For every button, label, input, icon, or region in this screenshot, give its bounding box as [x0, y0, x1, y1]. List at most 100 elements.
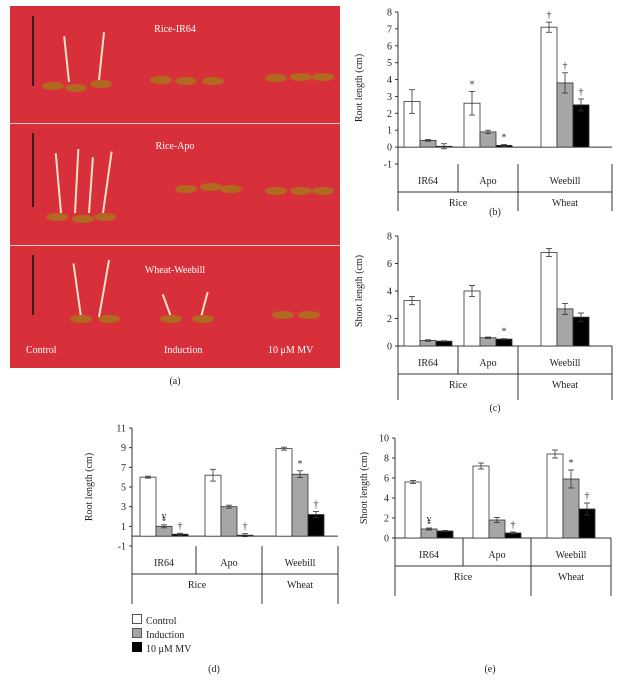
seed	[42, 82, 64, 90]
seed	[298, 311, 320, 319]
y-tick-label: 1	[121, 522, 126, 533]
bar	[275, 448, 293, 537]
seed	[312, 187, 334, 195]
y-tick-label: 8	[387, 8, 392, 19]
legend-item-induction: Induction	[132, 628, 191, 642]
y-tick-label: 4	[387, 287, 392, 298]
seed	[90, 80, 112, 88]
seed	[312, 73, 334, 81]
caption-c: (c)	[489, 403, 501, 414]
y-tick-label: 9	[121, 443, 126, 454]
treatment-label-induction: Induction	[164, 345, 203, 356]
legend-label-induction: Induction	[146, 630, 185, 641]
bar	[546, 453, 564, 539]
legend-swatch-mv	[132, 642, 142, 652]
seed	[175, 77, 197, 85]
legend-swatch-control	[132, 614, 142, 624]
y-tick-label: 1	[387, 126, 392, 137]
shoot	[63, 36, 70, 83]
y-tick-label: -1	[384, 160, 392, 171]
y-tick-label: 7	[387, 24, 392, 35]
bar	[220, 506, 238, 537]
caption-e: (e)	[484, 664, 496, 675]
category-label: Weebill	[556, 550, 587, 561]
y-tick-label: 6	[387, 41, 392, 52]
group-label: Wheat	[558, 572, 584, 583]
seed	[272, 311, 294, 319]
category-label: Weebill	[550, 176, 581, 187]
bar	[472, 465, 490, 539]
shoot	[88, 157, 94, 214]
category-label: Apo	[220, 558, 237, 569]
y-tick-label: 2	[384, 514, 389, 525]
y-axis-label: Shoot length (cm)	[359, 452, 370, 524]
seed	[265, 74, 287, 82]
bar	[479, 131, 497, 148]
bar	[204, 474, 222, 537]
caption-b: (b)	[489, 207, 501, 218]
y-axis-label: Root length (cm)	[354, 54, 365, 122]
category-label: IR64	[418, 358, 438, 369]
y-tick-label: 8	[387, 232, 392, 243]
category-label: Apo	[488, 550, 505, 561]
seed	[265, 187, 287, 195]
category-label: IR64	[418, 176, 438, 187]
seed	[98, 315, 120, 323]
category-label: Weebill	[285, 558, 316, 569]
seed	[150, 76, 172, 84]
group-label: Wheat	[552, 198, 578, 209]
y-tick-label: 3	[387, 92, 392, 103]
chart-b: -1 0 1 2 3 4 5 6 7 8 Root length (cm) IR64 Apo * * Weeb…	[354, 8, 613, 211]
significance-mark: ¥	[427, 516, 432, 527]
legend-label-mv: 10 μM MV	[146, 644, 192, 655]
y-tick-label: 8	[384, 454, 389, 465]
seed	[200, 183, 222, 191]
y-tick-label: 10	[379, 434, 389, 445]
significance-mark: †	[178, 521, 183, 532]
significance-mark: †	[314, 500, 319, 511]
y-tick-label: 7	[121, 463, 126, 474]
category-label: Weebill	[550, 358, 581, 369]
root	[161, 294, 172, 318]
y-tick-label: 11	[116, 424, 126, 435]
significance-mark: ¥	[162, 513, 167, 524]
significance-mark: †	[547, 10, 552, 21]
shoot	[98, 32, 105, 81]
seed	[94, 213, 116, 221]
seed	[70, 315, 92, 323]
y-tick-label: 0	[384, 534, 389, 545]
bar	[404, 481, 422, 539]
significance-mark: *	[502, 327, 507, 338]
legend-item-mv: 10 μM MV	[132, 642, 191, 656]
category-label: IR64	[419, 550, 439, 561]
y-tick-label: -1	[118, 542, 126, 553]
treatment-label-mv: 10 μM MV	[268, 345, 314, 356]
shoot	[54, 153, 62, 214]
significance-mark: †	[585, 491, 590, 502]
group-label: Rice	[449, 380, 468, 391]
legend-item-control: Control	[132, 614, 191, 628]
y-tick-label: 2	[387, 314, 392, 325]
y-tick-label: 3	[121, 502, 126, 513]
significance-mark: †	[579, 87, 584, 98]
chart-d: -1 1 3 5 7 9 11 Root length (cm) IR64 ¥ † Apo † Weebi…	[84, 424, 339, 604]
seed	[46, 213, 68, 221]
seed	[175, 185, 197, 193]
seed	[290, 187, 312, 195]
y-tick-label: 5	[387, 58, 392, 69]
bar	[139, 476, 157, 537]
photo-title-weebill: Wheat-Weebill	[144, 265, 206, 276]
y-tick-label: 4	[387, 75, 392, 86]
photo-title-ir64: Rice-IR64	[154, 24, 196, 35]
seed	[290, 73, 312, 81]
bar	[479, 337, 497, 347]
category-label: Apo	[479, 176, 496, 187]
chart-e: 0 2 4 6 8 10 Shoot length (cm) IR64 ¥ Apo † Weebill…	[359, 434, 612, 596]
bar	[572, 104, 590, 148]
bar	[291, 473, 309, 537]
bar	[540, 26, 558, 148]
y-tick-label: 0	[387, 342, 392, 353]
bar	[463, 290, 481, 347]
root	[200, 291, 209, 318]
caption-a: (a)	[169, 376, 181, 387]
